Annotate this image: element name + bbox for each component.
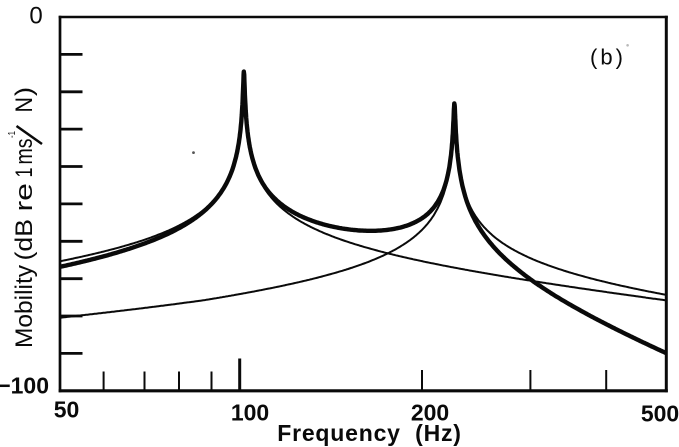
svg-text:0: 0 <box>29 3 42 30</box>
svg-text:): ) <box>11 87 38 96</box>
svg-text:500: 500 <box>641 401 679 427</box>
svg-text:50: 50 <box>54 397 80 423</box>
svg-text:-1: -1 <box>6 131 18 138</box>
svg-text:1: 1 <box>11 168 38 178</box>
svg-text:−100: −100 <box>0 373 49 399</box>
svg-text:N: N <box>11 97 38 113</box>
svg-text:200: 200 <box>411 399 449 425</box>
svg-text:100: 100 <box>231 399 269 425</box>
svg-text:Frequency (Hz): Frequency (Hz) <box>277 420 462 446</box>
svg-text:(dB: (dB <box>11 219 38 261</box>
svg-text:Mobility: Mobility <box>11 265 38 348</box>
svg-text:(b): (b) <box>590 45 626 70</box>
svg-text:ms: ms <box>11 139 38 165</box>
svg-text:re: re <box>11 183 38 212</box>
